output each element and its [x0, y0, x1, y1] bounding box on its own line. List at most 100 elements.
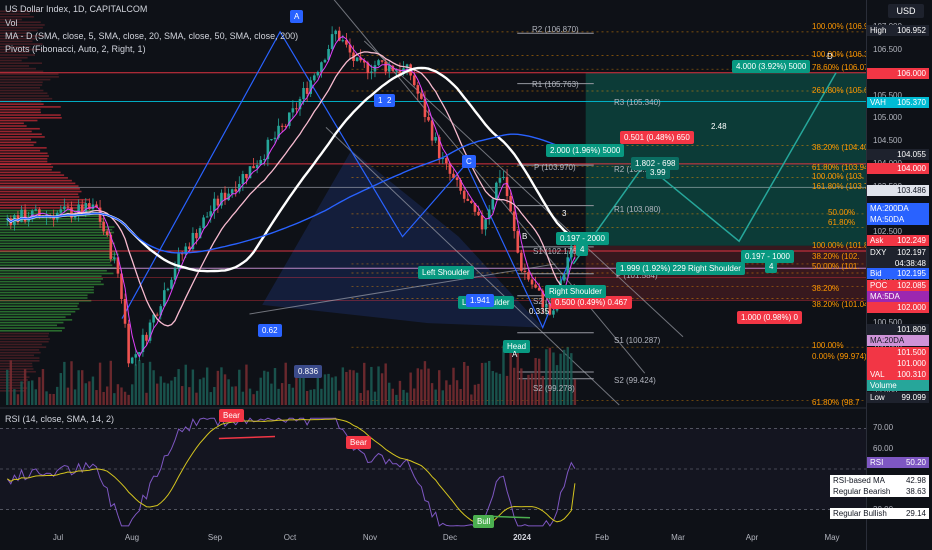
candle-body [427, 116, 430, 121]
volume-bar [484, 362, 487, 405]
volume-bar [338, 390, 341, 405]
volume-bar [545, 349, 548, 405]
volume-profile-bar [0, 218, 104, 220]
price-tag: Bid 102.195 [867, 268, 929, 279]
volume-bar [173, 376, 177, 405]
candle-body [516, 231, 520, 253]
price-tag: High 106.952 [867, 25, 929, 36]
volume-bar [473, 384, 477, 405]
volume-bar [516, 349, 519, 405]
volume-profile-bar [0, 21, 41, 24]
pivots-legend: Pivots (Fibonacci, Auto, 2, Right, 1) [5, 44, 146, 54]
volume-bar [127, 394, 130, 405]
pattern-point-label: 3 [562, 209, 567, 218]
candle-body [302, 87, 305, 100]
volume-bar [348, 369, 352, 405]
candle-body [470, 200, 473, 203]
volume-profile-bar [0, 299, 92, 302]
volume-bar [341, 367, 345, 405]
candle-body [487, 209, 491, 220]
volume-bar [177, 369, 180, 405]
volume-profile-bar [0, 349, 40, 351]
volume-bar [259, 377, 262, 405]
volume-profile-bar [0, 138, 32, 141]
volume-profile-bar [0, 234, 112, 237]
volume-profile-bar [0, 24, 45, 26]
volume-bar [198, 379, 202, 405]
currency-button[interactable]: USD [888, 4, 924, 18]
volume-profile-bar [0, 368, 34, 370]
volume-bar [73, 389, 77, 405]
volume-bar [491, 371, 494, 405]
candles [5, 26, 577, 368]
volume-bar [48, 393, 52, 405]
volume-bar [227, 379, 230, 405]
volume-bar [352, 370, 355, 405]
volume-bar [488, 360, 491, 405]
candle-body [255, 164, 259, 169]
volume-bar [163, 382, 166, 405]
candle-body [277, 125, 280, 138]
price-tag: 103.486 [867, 185, 929, 196]
divergence-bull-label: Bull [473, 515, 495, 528]
volume-bar [6, 369, 9, 405]
price-tag: Ask 102.249 [867, 235, 929, 246]
volume-bar [552, 352, 555, 405]
volume-profile-bar [0, 152, 48, 155]
volume-profile-bar [0, 329, 62, 332]
volume-profile-bar [0, 308, 80, 310]
candle-body [398, 70, 402, 75]
volume-bars [6, 345, 577, 405]
candle-body [337, 30, 341, 41]
volume-bar [427, 368, 430, 405]
volume-profile-bar [0, 250, 118, 253]
price-tag: DXY 102.197 [867, 247, 929, 258]
volume-bar [184, 364, 187, 405]
volume-bar [470, 394, 473, 405]
chart-canvas[interactable] [0, 0, 866, 550]
candle-body [88, 203, 91, 210]
rsi-tag: Regular Bullish 29.14 [830, 508, 929, 519]
volume-bar [527, 374, 530, 405]
target-box: 4.000 (3.92%) 5000 [732, 60, 811, 73]
volume-profile-bar [0, 179, 72, 182]
volume-bar [559, 353, 562, 405]
volume-bar [423, 361, 427, 405]
volume-bar [327, 373, 330, 405]
candle-body [484, 219, 487, 230]
price-tag: Volume18.158K [867, 380, 929, 391]
volume-bar [395, 394, 398, 405]
volume-profile-bar [0, 373, 26, 376]
ma-legend: MA - D (SMA, close, 5, SMA, close, 20, S… [5, 31, 299, 41]
pivot-label: R3 (105.340) [614, 98, 661, 107]
candle-body [466, 198, 470, 201]
volume-profile-bar [0, 335, 49, 338]
volume-profile-bar [0, 291, 94, 294]
volume-bar [205, 367, 209, 405]
volume-bar [463, 361, 466, 405]
price-tag: 104.055 [867, 149, 929, 160]
pattern-point-label: 2 [383, 94, 396, 107]
candle-body [152, 314, 155, 323]
rsi-pane [0, 407, 866, 527]
candle-body [562, 274, 566, 281]
volume-profile-bar [0, 111, 41, 114]
ratio-label: 1.941 [466, 294, 495, 307]
candle-body [312, 75, 316, 81]
volume-bar [541, 375, 544, 405]
volume-bar [166, 383, 170, 405]
candle-body [334, 30, 337, 35]
price-tag: MA:50DA102.871 [867, 214, 929, 225]
volume-bar [16, 394, 20, 405]
volume-bar [148, 361, 152, 405]
volume-profile-bar [0, 381, 25, 384]
volume-bar [234, 386, 237, 405]
volume-bar [252, 394, 255, 405]
volume-bar [95, 390, 98, 405]
candle-body [66, 206, 70, 208]
volume-profile-bar [0, 76, 59, 78]
volume-bar [366, 390, 370, 405]
volume-profile-bar [0, 81, 43, 84]
